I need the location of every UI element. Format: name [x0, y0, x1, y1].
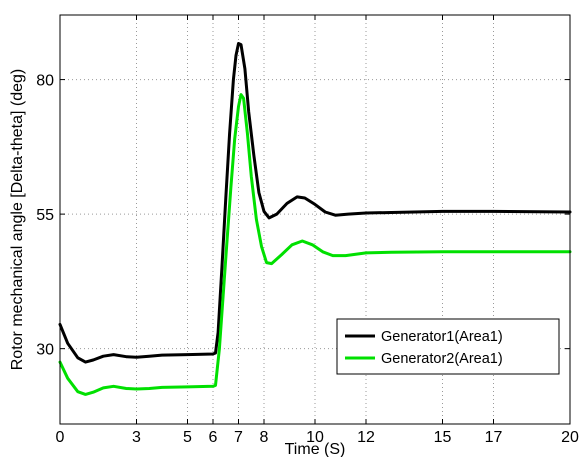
grid-lines — [60, 15, 570, 424]
legend: Generator1(Area1) Generator2(Area1) — [336, 318, 560, 375]
y-tick-label: 30 — [36, 342, 54, 359]
axis-ticks: 0 3 5 6 7 8 10 12 15 17 20 30 55 80 — [36, 15, 579, 446]
x-tick-label: 7 — [234, 429, 243, 446]
x-tick-label: 0 — [56, 429, 65, 446]
legend-box — [336, 318, 560, 375]
x-tick-label: 20 — [561, 429, 579, 446]
x-tick-label: 5 — [183, 429, 192, 446]
legend-label-2: Generator2(Area1) — [381, 351, 503, 367]
series-line-2 — [58, 93, 572, 396]
series-lines — [58, 42, 572, 396]
series-line-1 — [58, 42, 572, 364]
x-tick-label: 3 — [132, 429, 141, 446]
x-tick-label: 8 — [260, 429, 269, 446]
x-tick-label: 12 — [357, 429, 375, 446]
x-tick-label: 6 — [209, 429, 218, 446]
y-tick-label: 80 — [36, 73, 54, 90]
y-axis-label: Rotor mechanical angle [Delta-theta] (de… — [9, 69, 26, 371]
x-tick-label: 15 — [434, 429, 452, 446]
y-tick-label: 55 — [36, 207, 54, 224]
legend-label-1: Generator1(Area1) — [381, 329, 503, 345]
x-axis-label: Time (S) — [285, 441, 346, 457]
x-tick-label: 10 — [306, 429, 324, 446]
x-tick-label: 17 — [485, 429, 503, 446]
